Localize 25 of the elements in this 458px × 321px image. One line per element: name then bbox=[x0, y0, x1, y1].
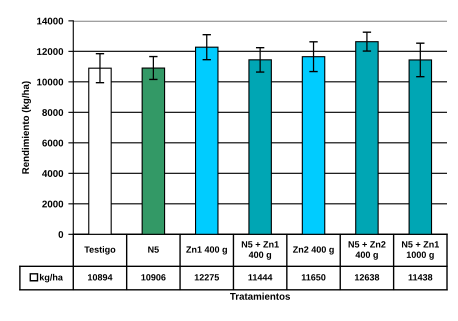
x-tick-label: N5 + Zn2 400 g bbox=[348, 241, 386, 260]
x-tick-label: Zn1 400 g bbox=[186, 246, 227, 255]
data-label: 10894 bbox=[88, 274, 112, 281]
x-axis-title: Tratamientos bbox=[230, 292, 290, 300]
y-tick-label: 8000 bbox=[42, 109, 64, 116]
y-tick-label: 10000 bbox=[37, 78, 64, 86]
x-tick-label: N5 bbox=[148, 246, 159, 253]
legend-label: kg/ha bbox=[40, 274, 63, 282]
data-label: 12275 bbox=[194, 274, 220, 281]
data-label: 11438 bbox=[408, 274, 432, 281]
y-axis-title: Rendimiento (kg/ha) bbox=[22, 81, 31, 174]
y-tick-label: 14000 bbox=[37, 18, 64, 24]
y-tick-label: 6000 bbox=[42, 140, 64, 146]
y-tick-label: 0 bbox=[58, 231, 64, 238]
y-tick-label: 4000 bbox=[42, 170, 64, 177]
x-tick-label: Testigo bbox=[84, 246, 116, 255]
x-tick-label: Zn2 400 g bbox=[292, 246, 334, 255]
y-tick-label: 2000 bbox=[42, 200, 64, 208]
data-label: 10906 bbox=[141, 274, 166, 281]
data-label: 11650 bbox=[302, 274, 326, 281]
data-label: 12638 bbox=[354, 274, 380, 281]
x-tick-label: N5 + Zn1 400 g bbox=[242, 241, 279, 260]
y-tick-label: 12000 bbox=[37, 48, 64, 55]
data-label: 11444 bbox=[248, 274, 272, 280]
x-tick-label: N5 + Zn1 1000 g bbox=[402, 241, 439, 260]
